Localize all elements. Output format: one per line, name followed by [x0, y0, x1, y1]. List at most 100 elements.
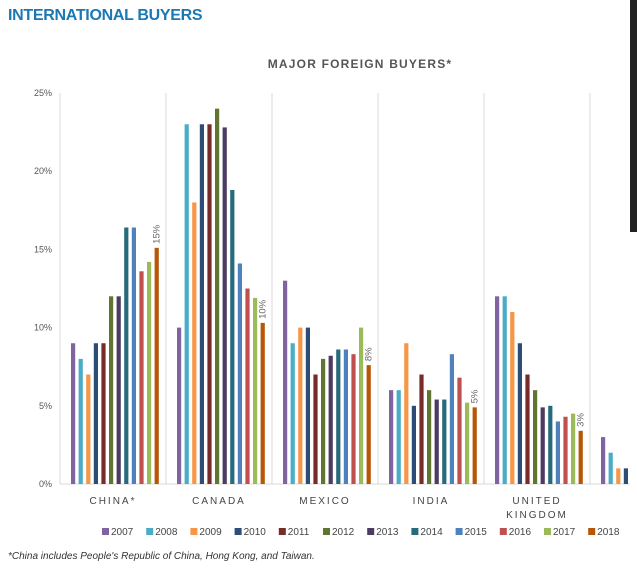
legend-label: 2014 [420, 527, 443, 538]
bar-2016 [351, 354, 356, 484]
bar-2012 [109, 296, 114, 484]
bar-2018 [154, 247, 159, 484]
bar-2010 [305, 327, 310, 484]
category-label: KINGDOM [506, 510, 568, 521]
bar-2011 [101, 343, 106, 484]
bar-2009 [510, 311, 515, 484]
bar-2011 [525, 374, 530, 484]
bar-2007 [389, 390, 394, 484]
bar-2009 [616, 468, 621, 484]
bar-2010 [517, 343, 522, 484]
bar-2017 [253, 297, 258, 484]
y-tick-label: 25% [34, 88, 52, 98]
legend-label: 2018 [597, 527, 620, 538]
bar-2017 [465, 402, 470, 484]
bar-2008 [78, 358, 83, 484]
bar-2017 [359, 327, 364, 484]
page-title: INTERNATIONAL BUYERS [8, 7, 203, 24]
legend-swatch-2017 [544, 528, 551, 535]
bar-2018 [366, 365, 371, 484]
bar-2009 [192, 202, 197, 485]
bar-2011 [631, 437, 635, 484]
bar-2012 [321, 358, 326, 484]
bar-2012 [215, 108, 220, 484]
category-label: UNITED [512, 496, 561, 507]
bar-2012 [533, 390, 538, 484]
legend-label: 2016 [509, 527, 532, 538]
legend-label: 2009 [199, 527, 222, 538]
legend-swatch-2011 [278, 528, 286, 535]
bar-2013 [328, 355, 333, 484]
bar-2007 [177, 327, 182, 484]
bar-2014 [336, 349, 341, 484]
y-tick-label: 10% [34, 323, 52, 333]
bar-2017 [571, 413, 576, 484]
bar-2009 [298, 327, 303, 484]
chart-title: MAJOR FOREIGN BUYERS* [268, 57, 453, 71]
bar-2008 [290, 343, 295, 484]
bar-2018 [472, 407, 477, 484]
legend-label: 2017 [553, 527, 576, 538]
bar-2018 [578, 430, 583, 484]
data-label: 3% [576, 413, 587, 427]
data-label: 15% [152, 224, 163, 244]
y-tick-label: 20% [34, 166, 52, 176]
bar-2014 [548, 405, 553, 484]
legend-label: 2015 [465, 527, 488, 538]
legend-label: 2011 [288, 527, 310, 538]
legend-swatch-2016 [499, 528, 507, 535]
bar-2011 [207, 124, 212, 484]
bar-2007 [601, 437, 606, 484]
legend-label: 2007 [111, 527, 134, 538]
legend-swatch-2015 [455, 528, 463, 535]
data-label: 8% [364, 347, 375, 361]
legend-swatch-2014 [411, 528, 419, 535]
bar-2008 [184, 124, 189, 484]
bar-2007 [495, 296, 500, 484]
bar-2010 [199, 124, 204, 484]
bar-2011 [313, 374, 318, 484]
legend-swatch-2010 [234, 528, 242, 535]
bar-2008 [396, 390, 401, 484]
bar-2016 [563, 416, 568, 484]
bar-2010 [93, 343, 98, 484]
bar-2013 [222, 127, 227, 485]
bar-2015 [237, 263, 242, 484]
bar-2015 [449, 354, 454, 484]
y-tick-label: 0% [39, 479, 52, 489]
legend-label: 2010 [244, 527, 267, 538]
bar-2014 [124, 227, 129, 484]
category-label: MEXICO [299, 496, 350, 507]
data-label: 10% [258, 299, 269, 319]
legend-swatch-2009 [190, 528, 198, 535]
bar-2016 [139, 271, 144, 484]
bar-2013 [116, 296, 121, 484]
bar-2009 [86, 374, 91, 484]
legend-label: 2013 [376, 527, 399, 538]
legend-swatch-2018 [588, 528, 596, 535]
window-edge-scrollbar [630, 0, 637, 232]
bar-2017 [147, 261, 152, 484]
bar-2014 [442, 399, 447, 484]
bar-2013 [434, 399, 439, 484]
bar-2008 [608, 452, 613, 484]
category-label: INDIA [413, 496, 450, 507]
bar-2009 [404, 343, 409, 484]
legend-swatch-2013 [367, 528, 375, 535]
bar-2015 [555, 421, 560, 484]
y-tick-label: 5% [39, 401, 52, 411]
data-label: 5% [470, 389, 481, 403]
category-label: CHINA* [89, 496, 136, 507]
bar-2013 [540, 407, 545, 484]
bar-2007 [283, 280, 288, 484]
bar-2016 [245, 288, 250, 484]
footnote: *China includes People's Republic of Chi… [8, 551, 315, 562]
bar-2016 [457, 377, 462, 484]
legend-label: 2008 [155, 527, 178, 538]
bar-2008 [502, 296, 507, 484]
bar-2015 [343, 349, 348, 484]
bar-2010 [411, 405, 416, 484]
legend-swatch-2008 [146, 528, 154, 535]
bar-2007 [71, 343, 76, 484]
